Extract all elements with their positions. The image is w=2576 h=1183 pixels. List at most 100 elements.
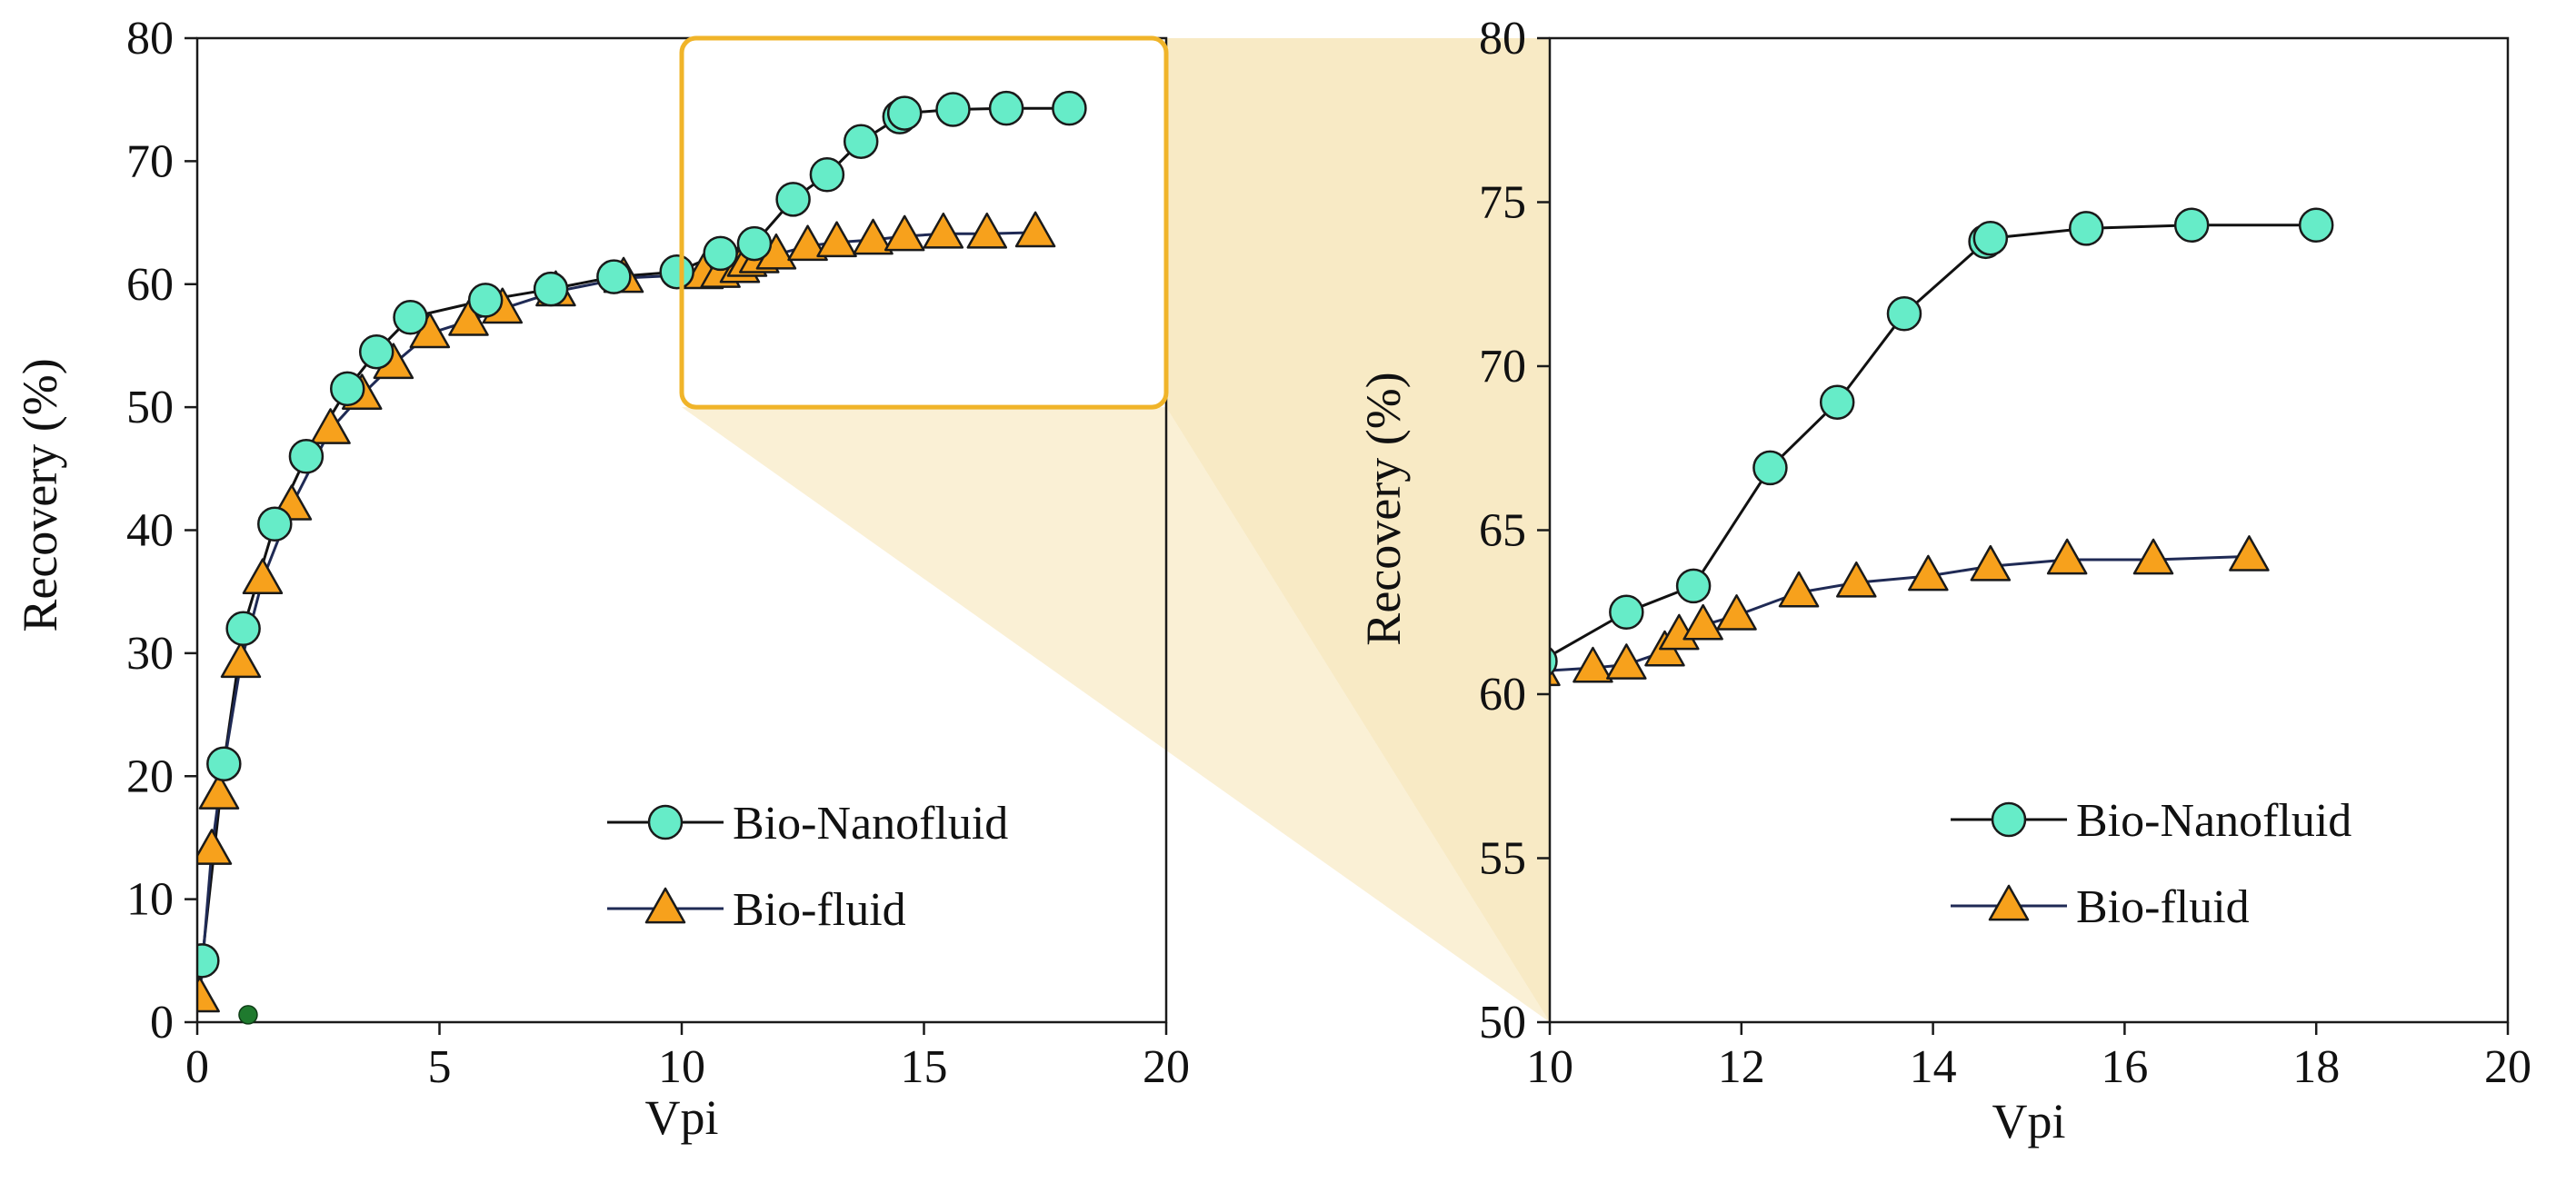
data-point-bio-fluid: [1682, 603, 1723, 641]
data-point-bio-fluid: [1550, 665, 1561, 687]
right-x-tick-label: 12: [1718, 1041, 1765, 1093]
data-point-bio-nanofluid: [1609, 594, 1644, 630]
data-point-bio-fluid: [1908, 554, 1949, 592]
data-point-bio-nanofluid: [2068, 211, 2104, 246]
right-x-axis-label: Vpi: [1992, 1094, 2066, 1148]
data-point-bio-fluid: [884, 214, 925, 252]
legend-marker-bio-nanofluid: [647, 804, 684, 840]
data-point-bio-nanofluid: [843, 124, 879, 159]
data-point-bio-nanofluid: [1819, 384, 1855, 420]
left-panel: 0 5 10 15 20 0 10 20 30 40 50 60 70 80 Bio-Nanofluid …: [13, 13, 1190, 1145]
data-point-bio-fluid: [2132, 538, 2174, 575]
right-y-axis-label: Recovery (%): [1356, 372, 1411, 645]
data-point-bio-fluid: [2229, 535, 2270, 572]
data-point-bio-fluid: [197, 829, 233, 865]
zoom-wedge: [1166, 38, 1550, 1022]
right-y-tick-label: 50: [1479, 997, 1526, 1049]
data-point-bio-fluid: [853, 218, 894, 255]
data-point-bio-nanofluid: [2173, 207, 2210, 244]
right-y-tick-label: 70: [1479, 341, 1526, 393]
left-legend: Bio-Nanofluid Bio-fluid: [607, 798, 1008, 936]
legend-marker-shape: [1988, 884, 2030, 921]
data-point-bio-nanofluid: [257, 506, 293, 542]
data-point-bio-fluid: [1778, 571, 1820, 608]
data-point-bio-fluid: [1970, 544, 2012, 582]
data-point-bio-fluid: [923, 212, 964, 249]
data-point-bio-fluid: [787, 224, 828, 262]
data-point-bio-fluid: [2046, 538, 2088, 575]
left-x-tick-label: 15: [901, 1041, 948, 1093]
data-point-bio-fluid: [1716, 594, 1757, 631]
data-point-bio-nanofluid: [988, 90, 1024, 126]
left-x-tick-label: 5: [428, 1041, 452, 1093]
legend-marker-shape: [644, 887, 686, 924]
data-point-bio-nanofluid: [736, 225, 773, 262]
right-y-tick-label: 55: [1479, 833, 1526, 885]
stray-data-dot: [238, 1005, 258, 1025]
data-point-bio-nanofluid: [809, 157, 845, 193]
left-x-axis-label: Vpi: [645, 1090, 719, 1145]
legend-marker-bio-fluid: [644, 887, 686, 924]
legend-label-bio-fluid: Bio-fluid: [2076, 881, 2250, 933]
left-x-tick-label: 10: [658, 1041, 705, 1093]
legend-marker-bio-fluid: [1988, 884, 2030, 921]
data-point-bio-fluid: [220, 641, 262, 679]
data-point-bio-fluid: [310, 408, 351, 444]
data-point-bio-nanofluid: [1972, 220, 2009, 256]
data-point-bio-nanofluid: [1052, 90, 1087, 126]
data-point-bio-nanofluid: [533, 271, 569, 307]
left-y-tick-label: 30: [126, 628, 174, 680]
legend-marker-shape: [1991, 801, 2027, 838]
right-y-tick-label: 65: [1479, 505, 1526, 557]
right-x-tick-label: 10: [1526, 1041, 1573, 1093]
left-x-tick-label: 0: [185, 1041, 209, 1093]
legend-marker-shape: [647, 804, 684, 840]
data-point-bio-nanofluid: [288, 439, 324, 474]
legend-label-bio-nanofluid: Bio-Nanofluid: [733, 798, 1008, 850]
data-point-bio-fluid: [448, 300, 489, 336]
data-point-bio-fluid: [1014, 211, 1056, 248]
legend-label-bio-fluid: Bio-fluid: [733, 884, 906, 936]
data-point-bio-nanofluid: [596, 259, 632, 294]
data-point-bio-nanofluid: [703, 235, 738, 272]
data-point-bio-fluid: [816, 221, 857, 258]
data-point-bio-nanofluid: [393, 300, 428, 335]
legend-label-bio-nanofluid: Bio-Nanofluid: [2076, 795, 2351, 847]
data-point-bio-nanofluid: [1886, 295, 1922, 332]
left-y-tick-label: 70: [126, 135, 174, 187]
data-point-bio-fluid: [1573, 646, 1613, 683]
left-y-tick-label: 60: [126, 259, 174, 311]
right-x-tick-label: 14: [1910, 1041, 1957, 1093]
data-point-bio-nanofluid: [206, 746, 242, 781]
left-y-tick-label: 80: [126, 13, 174, 65]
right-x-tick-label: 18: [2292, 1041, 2340, 1093]
data-point-bio-nanofluid: [659, 254, 694, 290]
data-point-bio-fluid: [966, 212, 1008, 249]
zoom-connector: [682, 38, 1550, 1022]
data-point-bio-nanofluid: [775, 182, 811, 217]
data-point-bio-nanofluid: [2298, 207, 2334, 244]
data-point-bio-nanofluid: [358, 333, 394, 370]
left-y-tick-label: 0: [150, 997, 174, 1049]
zoom-region-box: [679, 35, 1169, 410]
right-panel: 10 12 14 16 18 20 50 55 60 65 70 75 80 Bio-Nanofluid…: [1356, 13, 2531, 1148]
data-point-bio-nanofluid: [197, 943, 220, 979]
right-legend: Bio-Nanofluid Bio-fluid: [1951, 795, 2351, 933]
left-y-tick-label: 50: [126, 382, 174, 433]
zoom-wedge-lower: [682, 407, 1550, 1022]
right-y-tick-label: 80: [1479, 13, 1526, 65]
data-point-bio-nanofluid: [1675, 568, 1712, 604]
data-point-bio-nanofluid: [935, 92, 971, 127]
left-y-axis-label: Recovery (%): [13, 358, 67, 631]
data-point-bio-nanofluid: [225, 611, 261, 647]
data-point-bio-nanofluid: [886, 95, 923, 131]
data-point-bio-fluid: [1836, 561, 1877, 598]
data-point-bio-fluid: [1606, 643, 1647, 680]
data-point-bio-nanofluid: [1550, 646, 1558, 677]
left-x-tick-label: 20: [1143, 1041, 1190, 1093]
data-point-bio-fluid: [197, 976, 220, 1013]
right-x-tick-label: 16: [2101, 1041, 2148, 1093]
left-y-tick-label: 40: [126, 505, 174, 557]
data-point-bio-nanofluid: [467, 283, 504, 318]
